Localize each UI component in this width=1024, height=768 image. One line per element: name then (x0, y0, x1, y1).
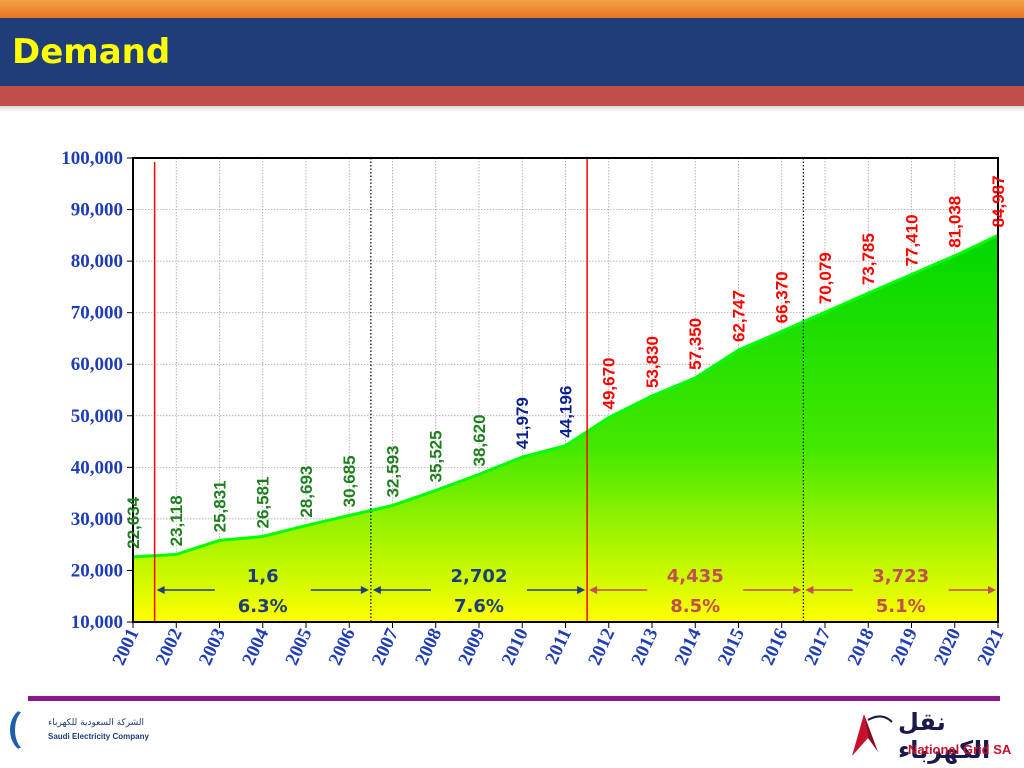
x-tick-label: 2012 (584, 625, 619, 668)
x-tick-label: 2013 (627, 625, 662, 668)
data-label: 62,747 (730, 290, 749, 342)
period-annotations: 1,6 6.3% 2,702 7.6% 4,435 8.5% 3,723 5.1% (156, 566, 996, 617)
x-tick-label: 2019 (887, 625, 922, 668)
national-grid-text-en: National Grid SA (908, 742, 1012, 757)
x-tick-label: 2005 (281, 625, 316, 668)
data-label: 66,370 (773, 271, 792, 323)
chart-area (132, 234, 999, 622)
x-tick-label: 2003 (195, 625, 230, 668)
x-tick-label: 2014 (671, 625, 706, 669)
arrow-head-left (156, 586, 165, 594)
y-tick-label: 80,000 (71, 251, 123, 272)
y-tick-label: 40,000 (71, 457, 123, 478)
sec-logo-arc-icon (10, 708, 43, 752)
period-rate: 5.1% (876, 596, 926, 617)
y-tick-label: 20,000 (71, 560, 123, 581)
saudi-electricity-logo: الشركة السعودية للكهرباء Saudi Electrici… (8, 706, 168, 756)
x-axis-ticks: 2001 2002 2003 2004 2005 2006 2007 2008 2009 2010… (108, 622, 1009, 669)
period-rate: 6.3% (238, 596, 288, 617)
x-tick-label: 2002 (152, 625, 187, 668)
demand-line (132, 234, 999, 559)
period-growth: 4,435 (667, 566, 724, 587)
data-label: 32,593 (384, 446, 403, 498)
x-tick-label: 2018 (844, 625, 879, 668)
sec-logo-text-en: Saudi Electricity Company (48, 732, 149, 741)
y-tick-label: 10,000 (71, 612, 123, 633)
slide-title: Demand (12, 32, 171, 72)
national-grid-emblem-icon (852, 714, 893, 756)
x-tick-label: 2010 (498, 625, 533, 668)
arrow-head-left (805, 586, 814, 594)
data-label: 30,685 (340, 455, 359, 507)
top-accent-bar (0, 0, 1024, 18)
period-growth: 3,723 (872, 566, 929, 587)
period-dividers (153, 158, 804, 622)
data-label: 25,831 (211, 480, 230, 532)
title-bar (0, 18, 1024, 86)
y-tick-label: 50,000 (71, 406, 123, 427)
data-label: 84,987 (989, 175, 1008, 227)
data-label: 28,693 (297, 466, 316, 518)
period-growth: 1,6 (247, 566, 279, 587)
x-tick-label: 2007 (368, 625, 403, 669)
y-tick-label: 60,000 (71, 354, 123, 375)
data-label: 77,410 (903, 214, 922, 266)
arrow-head-left (372, 586, 381, 594)
y-axis-ticks: 10,000 20,000 30,000 40,000 50,000 60,000 70,0… (61, 148, 133, 633)
data-label: 49,670 (600, 357, 619, 409)
x-tick-label: 2009 (454, 625, 489, 668)
arrow-head-right (577, 586, 586, 594)
footer-divider (28, 696, 1000, 701)
data-label: 23,118 (167, 495, 186, 546)
x-tick-label: 2006 (325, 625, 360, 668)
data-label: 26,581 (254, 477, 273, 529)
data-label: 81,038 (946, 196, 965, 248)
arrow-head-right (360, 586, 369, 594)
x-tick-label: 2017 (800, 625, 835, 669)
data-label: 73,785 (859, 233, 878, 285)
national-grid-logo: نقل الكهرباء National Grid SA (836, 706, 1016, 764)
data-label: 53,830 (643, 336, 662, 388)
data-label: 35,525 (427, 430, 446, 482)
x-tick-label: 2008 (411, 625, 446, 668)
period-rate: 7.6% (454, 596, 504, 617)
y-tick-label: 100,000 (61, 148, 123, 169)
x-tick-label: 2021 (973, 625, 1008, 668)
y-tick-label: 90,000 (71, 200, 123, 221)
x-tick-label: 2015 (714, 625, 749, 668)
period-rate: 8.5% (670, 596, 720, 617)
data-label: 57,350 (686, 318, 705, 370)
data-label: 22,634 (124, 496, 143, 549)
arrow-head-right (988, 586, 996, 594)
sec-logo-text-ar: الشركة السعودية للكهرباء (48, 718, 144, 728)
national-grid-text-ar: نقل الكهرباء (898, 708, 991, 764)
y-tick-label: 30,000 (71, 509, 123, 530)
x-tick-label: 2004 (238, 625, 273, 669)
arrow-head-left (589, 586, 598, 594)
arrow-head-right (793, 586, 802, 594)
data-label: 44,196 (557, 386, 576, 438)
x-tick-label: 2020 (930, 625, 965, 668)
data-label: 38,620 (470, 414, 489, 466)
x-tick-label: 2016 (757, 625, 792, 668)
data-labels: 22,634 23,118 25,831 26,581 28,693 30,685 32,5… (124, 175, 1008, 548)
y-tick-label: 70,000 (71, 303, 123, 324)
data-label: 41,979 (513, 397, 532, 449)
band-shadow (0, 106, 1024, 112)
title-underline-band (0, 86, 1024, 106)
data-label: 70,079 (816, 252, 835, 304)
x-tick-label: 2011 (541, 625, 576, 667)
period-growth: 2,702 (451, 566, 508, 587)
demand-chart: 10,000 20,000 30,000 40,000 50,000 60,000 70,0… (61, 148, 1009, 669)
